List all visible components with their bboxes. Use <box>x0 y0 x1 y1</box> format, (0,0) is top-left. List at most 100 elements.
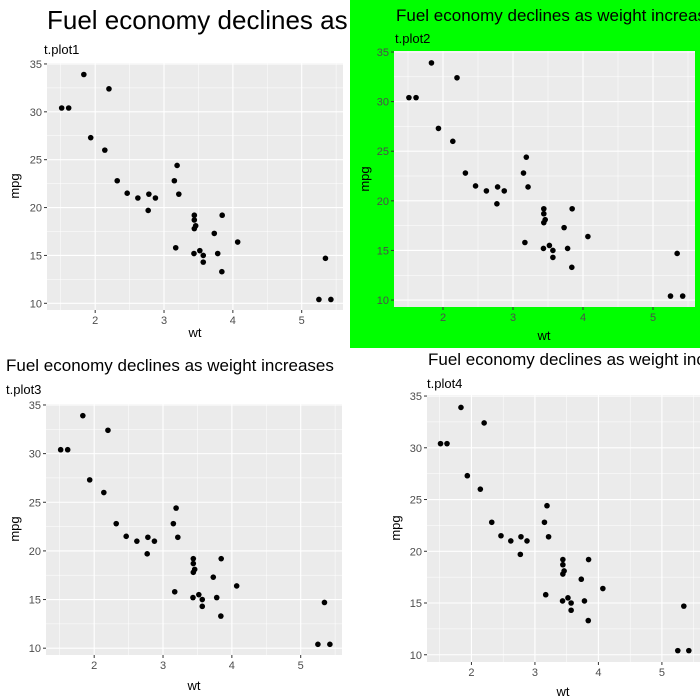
data-point <box>508 538 514 544</box>
data-point <box>520 170 527 176</box>
data-point <box>145 534 151 541</box>
y-tick-label: 25 <box>29 497 41 509</box>
data-point <box>546 242 553 249</box>
data-point <box>540 245 547 252</box>
scatter-plot-3: 2 3 4 5 10 15 20 25 30 35 wt mpg <box>7 400 342 693</box>
x-axis-label: wt <box>188 325 202 340</box>
y-tick-label: 25 <box>410 495 422 507</box>
data-point <box>481 420 487 426</box>
data-point <box>191 217 198 223</box>
data-point <box>681 603 687 609</box>
x-tick-label: 3 <box>161 315 167 327</box>
data-point <box>525 184 531 190</box>
y-tick-label: 20 <box>410 546 422 558</box>
data-point <box>65 105 72 111</box>
plot-panel <box>47 63 343 310</box>
y-axis-label: mpg <box>357 166 372 191</box>
data-point <box>152 195 159 201</box>
data-point <box>190 555 197 562</box>
data-point <box>321 599 328 606</box>
data-point <box>498 532 504 539</box>
data-point <box>58 105 65 111</box>
data-point <box>674 250 680 257</box>
data-point <box>458 404 464 411</box>
data-point <box>450 138 456 145</box>
data-point <box>190 569 197 576</box>
plot-panel <box>394 51 695 307</box>
data-point <box>328 296 334 303</box>
chart-title: Fuel economy declines as weight increase… <box>396 6 700 25</box>
chart-panel-4: Fuel economy declines as weight increase… <box>350 350 700 700</box>
data-point <box>114 177 121 184</box>
data-point <box>171 588 178 595</box>
data-point <box>550 247 556 254</box>
data-point <box>123 533 129 540</box>
data-point <box>674 647 681 654</box>
data-point <box>190 594 196 601</box>
x-tick-label: 4 <box>580 312 586 324</box>
data-point <box>585 617 592 624</box>
scatter-plot-2: 2 3 4 5 10 15 20 25 30 35 wt mpg <box>357 47 695 343</box>
x-tick-label: 2 <box>468 667 474 679</box>
data-point <box>454 74 460 81</box>
chart-subtitle: t.plot3 <box>6 382 42 397</box>
y-tick-label: 10 <box>30 298 42 310</box>
data-point <box>200 259 207 265</box>
data-point <box>173 505 179 511</box>
data-point <box>315 641 321 648</box>
data-point <box>462 170 469 176</box>
data-point <box>545 533 552 540</box>
data-point <box>113 520 120 527</box>
data-point <box>559 598 566 604</box>
data-point <box>213 594 220 601</box>
data-point <box>214 250 221 257</box>
data-point <box>81 71 87 78</box>
data-point <box>170 520 177 527</box>
data-point <box>146 191 152 197</box>
data-point <box>561 224 567 231</box>
data-point <box>585 233 591 240</box>
data-point <box>211 230 218 237</box>
x-tick-label: 2 <box>440 312 446 324</box>
plot-panel <box>427 395 700 662</box>
y-tick-label: 35 <box>29 400 41 412</box>
data-point <box>565 595 571 601</box>
data-point <box>219 212 225 219</box>
data-point <box>102 147 108 153</box>
data-point <box>80 412 86 419</box>
data-point <box>191 250 197 257</box>
y-tick-label: 15 <box>30 250 42 262</box>
y-tick-label: 10 <box>29 643 41 655</box>
chart-subtitle: t.plot2 <box>395 31 431 46</box>
data-point <box>327 641 333 648</box>
data-point <box>199 596 206 603</box>
data-point <box>667 293 674 299</box>
x-tick-label: 4 <box>595 667 601 679</box>
data-point <box>145 207 151 214</box>
y-tick-label: 30 <box>30 107 42 119</box>
data-point <box>541 219 547 226</box>
data-point <box>234 239 241 245</box>
y-axis-label: mpg <box>388 515 403 540</box>
chart-title: Fuel economy declines as weight increase… <box>47 5 350 35</box>
data-point <box>219 268 225 275</box>
data-point <box>578 576 585 583</box>
data-point <box>569 264 575 271</box>
data-point <box>144 551 150 557</box>
data-point <box>581 598 588 604</box>
data-point <box>517 551 524 558</box>
x-tick-label: 3 <box>160 660 166 672</box>
data-point <box>218 613 224 619</box>
data-point <box>560 556 566 563</box>
data-point <box>541 210 547 217</box>
y-tick-label: 30 <box>377 97 389 109</box>
x-tick-label: 3 <box>510 312 516 324</box>
data-point <box>464 472 471 479</box>
data-point <box>124 190 130 197</box>
data-point <box>191 212 198 219</box>
chart-subtitle: t.plot4 <box>427 376 463 391</box>
data-point <box>494 184 501 190</box>
y-axis-label: mpg <box>7 173 22 198</box>
data-point <box>190 560 197 567</box>
data-point <box>541 519 548 526</box>
